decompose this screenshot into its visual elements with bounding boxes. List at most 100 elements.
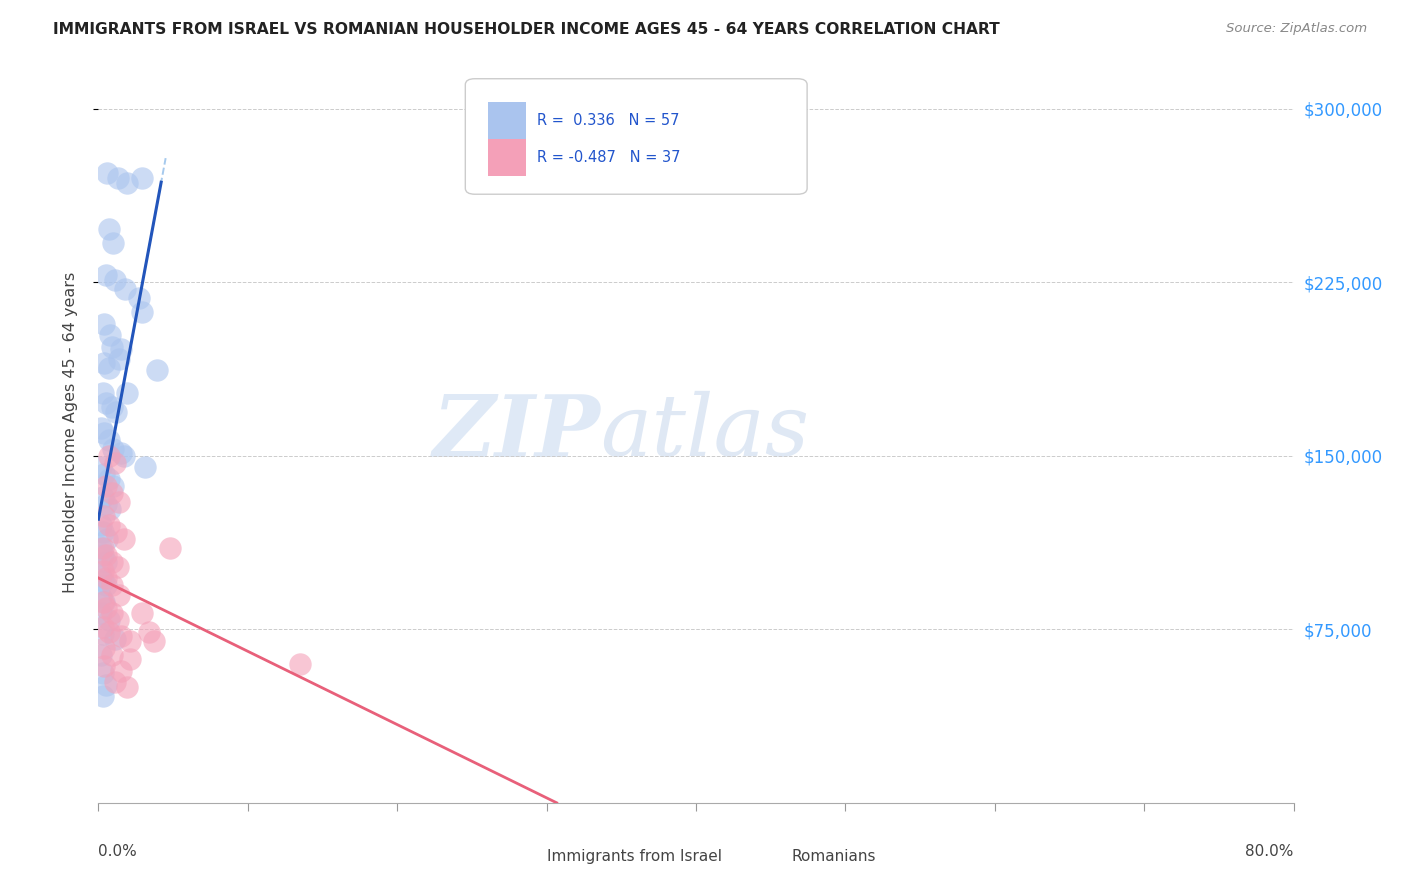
FancyBboxPatch shape bbox=[488, 103, 526, 139]
Point bbox=[97, 360, 120, 375]
Point bbox=[108, 588, 131, 602]
Point bbox=[90, 421, 112, 435]
Point bbox=[101, 400, 124, 414]
Text: atlas: atlas bbox=[600, 392, 810, 474]
Point bbox=[128, 292, 150, 306]
Point bbox=[91, 620, 114, 634]
Point bbox=[97, 518, 120, 533]
Point bbox=[94, 571, 117, 585]
Point bbox=[112, 449, 135, 463]
Point bbox=[90, 518, 112, 533]
Point bbox=[138, 624, 160, 639]
Text: 0.0%: 0.0% bbox=[98, 844, 138, 858]
Point bbox=[110, 629, 132, 643]
Point bbox=[94, 578, 117, 592]
Point bbox=[93, 508, 115, 523]
Point bbox=[90, 648, 112, 662]
FancyBboxPatch shape bbox=[465, 78, 807, 194]
Point bbox=[93, 640, 115, 655]
FancyBboxPatch shape bbox=[503, 847, 540, 866]
Point bbox=[103, 442, 125, 456]
Text: 80.0%: 80.0% bbox=[1246, 844, 1294, 858]
Point bbox=[94, 497, 117, 511]
Point bbox=[91, 627, 114, 641]
Point bbox=[97, 222, 120, 236]
Point bbox=[108, 495, 131, 509]
Point bbox=[90, 569, 112, 583]
Point bbox=[101, 340, 124, 354]
Point bbox=[118, 633, 141, 648]
Point bbox=[94, 678, 117, 692]
Point bbox=[101, 578, 124, 592]
Point bbox=[104, 675, 127, 690]
Point bbox=[131, 305, 153, 319]
Point bbox=[94, 268, 117, 283]
Point bbox=[90, 606, 112, 620]
Point bbox=[104, 273, 127, 287]
Point bbox=[110, 664, 132, 678]
Point bbox=[93, 356, 115, 370]
Point bbox=[107, 613, 129, 627]
Point bbox=[115, 386, 138, 401]
Point bbox=[101, 648, 124, 662]
Point bbox=[104, 632, 127, 646]
Text: Romanians: Romanians bbox=[792, 849, 876, 864]
Point bbox=[91, 666, 114, 681]
Point bbox=[108, 351, 131, 366]
Point bbox=[97, 624, 120, 639]
Point bbox=[90, 460, 112, 475]
Point bbox=[91, 565, 114, 579]
Point bbox=[91, 386, 114, 401]
FancyBboxPatch shape bbox=[748, 847, 785, 866]
Point bbox=[131, 171, 153, 186]
Point bbox=[93, 594, 115, 608]
Point bbox=[159, 541, 181, 556]
Point bbox=[93, 425, 115, 440]
Text: R = -0.487   N = 37: R = -0.487 N = 37 bbox=[537, 150, 681, 165]
Point bbox=[103, 235, 125, 250]
Point bbox=[97, 613, 120, 627]
Point bbox=[101, 555, 124, 569]
Point bbox=[114, 282, 136, 296]
Point bbox=[96, 532, 118, 546]
Point bbox=[91, 541, 114, 556]
Text: R =  0.336   N = 57: R = 0.336 N = 57 bbox=[537, 113, 679, 128]
Point bbox=[98, 328, 122, 343]
Y-axis label: Householder Income Ages 45 - 64 years: Householder Income Ages 45 - 64 years bbox=[63, 272, 77, 593]
Point bbox=[93, 467, 115, 482]
Text: ZIP: ZIP bbox=[433, 391, 600, 475]
Point bbox=[115, 680, 138, 694]
Point bbox=[97, 433, 120, 447]
FancyBboxPatch shape bbox=[488, 138, 526, 176]
Point bbox=[107, 171, 129, 186]
Text: IMMIGRANTS FROM ISRAEL VS ROMANIAN HOUSEHOLDER INCOME AGES 45 - 64 YEARS CORRELA: IMMIGRANTS FROM ISRAEL VS ROMANIAN HOUSE… bbox=[53, 22, 1000, 37]
Point bbox=[94, 479, 117, 493]
Point bbox=[96, 166, 118, 180]
Point bbox=[98, 502, 122, 516]
Point bbox=[107, 559, 129, 574]
Point bbox=[97, 449, 120, 463]
Point bbox=[91, 690, 114, 704]
Point bbox=[115, 176, 138, 190]
Point bbox=[110, 446, 132, 460]
Point bbox=[103, 479, 125, 493]
Text: Immigrants from Israel: Immigrants from Israel bbox=[547, 849, 721, 864]
Point bbox=[288, 657, 311, 671]
Point bbox=[94, 601, 117, 615]
Point bbox=[104, 456, 127, 470]
Point bbox=[91, 548, 114, 562]
Point bbox=[101, 606, 124, 620]
Point bbox=[131, 606, 153, 620]
Point bbox=[91, 574, 114, 588]
Point bbox=[91, 594, 114, 608]
Point bbox=[105, 405, 128, 419]
Point bbox=[142, 633, 165, 648]
Point bbox=[90, 541, 112, 556]
Point bbox=[105, 525, 128, 540]
Point bbox=[118, 652, 141, 666]
Point bbox=[101, 485, 124, 500]
Point bbox=[93, 659, 115, 673]
Point bbox=[145, 363, 167, 377]
Point bbox=[134, 460, 156, 475]
Point bbox=[110, 343, 132, 357]
